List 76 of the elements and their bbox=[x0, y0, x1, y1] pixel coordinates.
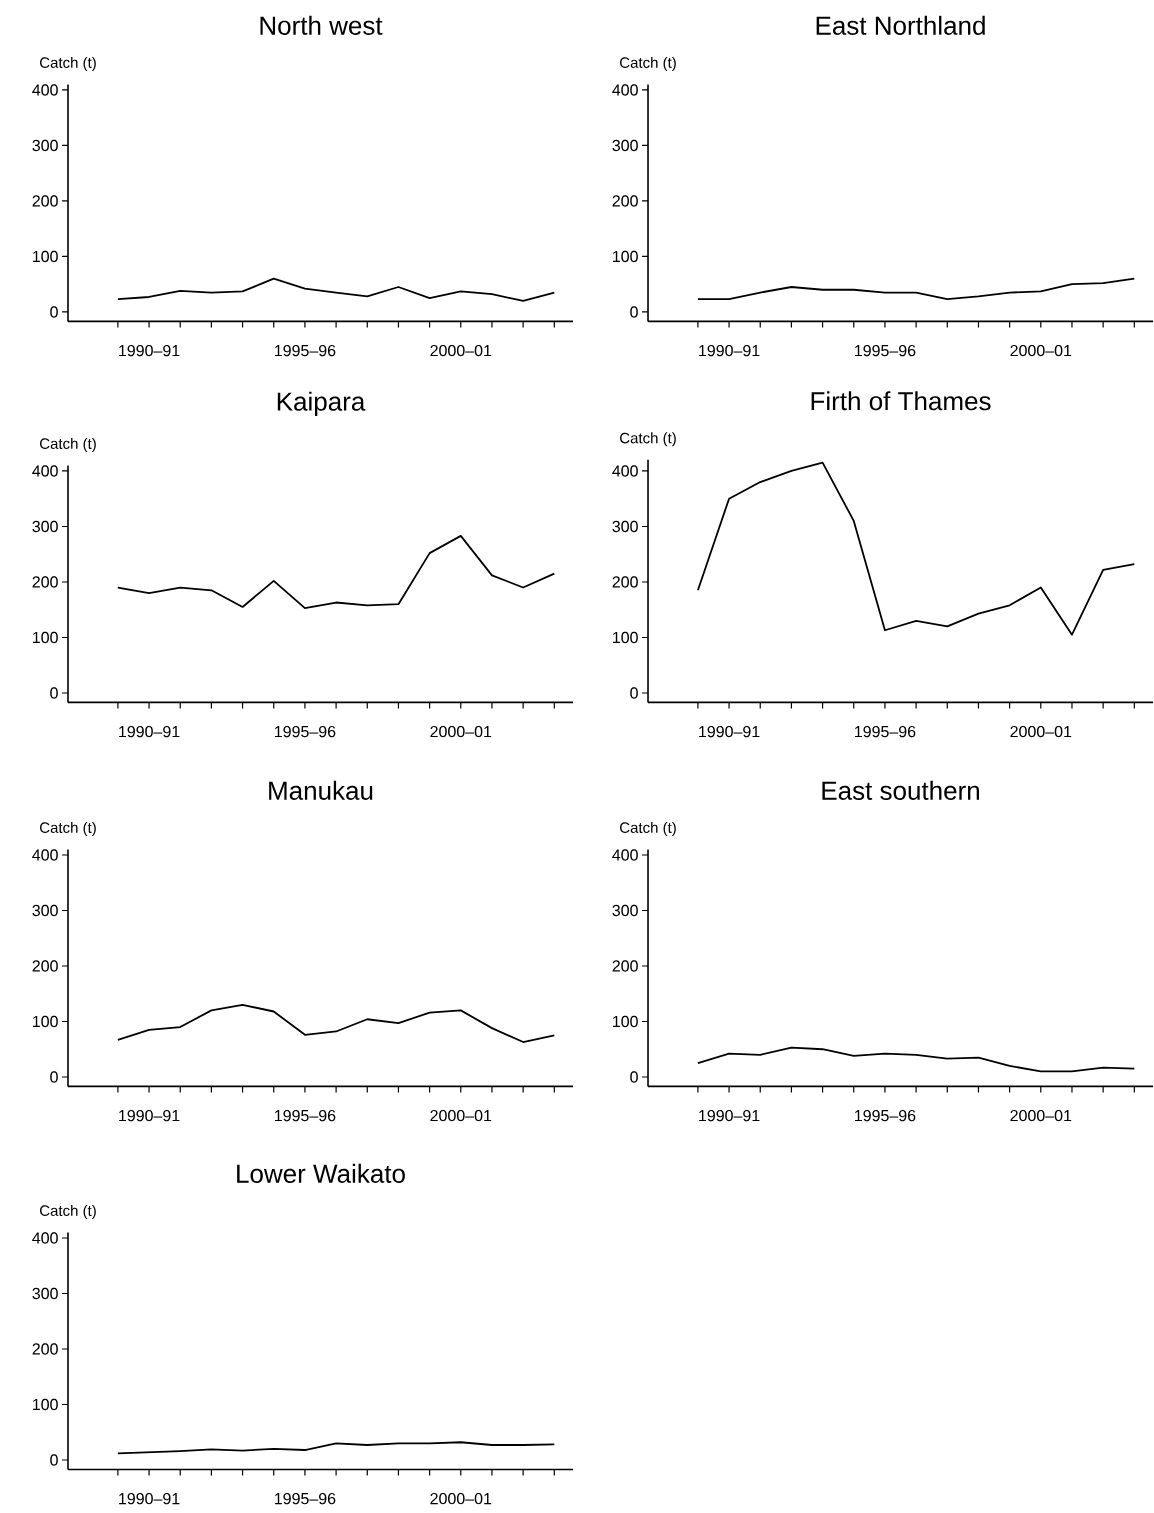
y-tick-label: 400 bbox=[32, 1232, 58, 1244]
x-tick-label: 1995–96 bbox=[855, 344, 916, 357]
y-tick-label: 200 bbox=[32, 195, 58, 207]
chart-title: Kaipara bbox=[277, 391, 366, 416]
x-tick-label: 2000–01 bbox=[430, 1492, 492, 1505]
y-tick-label: 400 bbox=[32, 849, 58, 861]
line-series bbox=[697, 461, 1136, 636]
x-tick-label: 1990–91 bbox=[119, 1492, 180, 1505]
y-tick-label: 100 bbox=[33, 1398, 58, 1411]
y-tick-label: 100 bbox=[613, 631, 638, 644]
y-axis-title: Catch (t) bbox=[620, 821, 676, 836]
x-tick-label: 2000–01 bbox=[1010, 1109, 1072, 1122]
y-axis-title: Catch (t) bbox=[620, 56, 676, 71]
y-tick-label: 300 bbox=[612, 520, 638, 533]
x-tick-label: 1995–96 bbox=[275, 1109, 336, 1122]
chart-title: East southern bbox=[822, 780, 980, 800]
x-tick-label: 1990–91 bbox=[699, 1109, 760, 1122]
chart-title: East Northland bbox=[816, 15, 985, 35]
chart-title: Lower Waikato bbox=[237, 1163, 405, 1183]
y-tick-label: 300 bbox=[32, 139, 58, 152]
y-tick-label: 300 bbox=[32, 1287, 58, 1300]
y-tick-label: 200 bbox=[612, 960, 638, 972]
x-tick-label: 2000–01 bbox=[430, 1109, 492, 1122]
chart-title: Manukau bbox=[269, 780, 373, 800]
y-tick-label: 200 bbox=[612, 576, 638, 588]
y-tick-label: 400 bbox=[32, 465, 58, 477]
y-tick-label: 300 bbox=[32, 520, 58, 533]
x-tick-label: 2000–01 bbox=[430, 344, 492, 357]
y-tick-label: 200 bbox=[32, 1343, 58, 1355]
x-tick-label: 1995–96 bbox=[855, 725, 916, 738]
y-tick-label: 400 bbox=[612, 465, 638, 477]
y-axis-title: Catch (t) bbox=[620, 432, 676, 447]
x-tick-label: 1995–96 bbox=[855, 1109, 916, 1122]
x-tick-label: 2000–01 bbox=[1010, 725, 1072, 738]
x-tick-label: 1990–91 bbox=[699, 344, 760, 357]
x-tick-label: 1990–91 bbox=[119, 1109, 180, 1122]
x-tick-label: 2000–01 bbox=[1010, 344, 1072, 357]
y-tick-label: 0 bbox=[50, 1071, 58, 1083]
y-tick-label: 100 bbox=[613, 1015, 638, 1028]
y-tick-label: 100 bbox=[33, 631, 58, 644]
y-tick-label: 0 bbox=[630, 687, 638, 699]
y-tick-label: 0 bbox=[50, 1454, 58, 1466]
x-tick-label: 1995–96 bbox=[275, 725, 336, 738]
line-series bbox=[697, 277, 1136, 301]
x-tick-label: 1995–96 bbox=[275, 344, 336, 357]
x-tick-label: 1990–91 bbox=[119, 725, 180, 738]
y-tick-label: 0 bbox=[630, 306, 638, 318]
line-series bbox=[697, 1046, 1136, 1073]
y-tick-label: 100 bbox=[33, 1015, 58, 1028]
y-tick-label: 100 bbox=[33, 250, 58, 263]
y-tick-label: 200 bbox=[612, 195, 638, 207]
y-tick-label: 200 bbox=[32, 576, 58, 588]
y-axis-title: Catch (t) bbox=[40, 1204, 96, 1219]
y-tick-label: 300 bbox=[612, 139, 638, 152]
y-tick-label: 400 bbox=[612, 849, 638, 861]
y-tick-label: 0 bbox=[50, 306, 58, 318]
y-tick-label: 300 bbox=[612, 904, 638, 917]
x-tick-label: 1995–96 bbox=[275, 1492, 336, 1505]
line-series bbox=[117, 1003, 556, 1043]
y-tick-label: 200 bbox=[32, 960, 58, 972]
y-tick-label: 400 bbox=[612, 84, 638, 96]
line-series bbox=[117, 277, 556, 302]
y-tick-label: 0 bbox=[630, 1071, 638, 1083]
x-tick-label: 1990–91 bbox=[699, 725, 760, 738]
chart-title: Firth of Thames bbox=[811, 391, 991, 411]
y-axis-title: Catch (t) bbox=[40, 437, 96, 452]
y-tick-label: 400 bbox=[32, 84, 58, 96]
y-tick-label: 300 bbox=[32, 904, 58, 917]
x-tick-label: 2000–01 bbox=[430, 725, 492, 738]
line-series bbox=[117, 535, 556, 609]
x-tick-label: 1990–91 bbox=[119, 344, 180, 357]
y-axis-title: Catch (t) bbox=[40, 56, 96, 71]
y-tick-label: 100 bbox=[613, 250, 638, 263]
y-tick-label: 0 bbox=[50, 687, 58, 699]
chart-title: North west bbox=[260, 15, 383, 35]
y-axis-title: Catch (t) bbox=[40, 821, 96, 836]
